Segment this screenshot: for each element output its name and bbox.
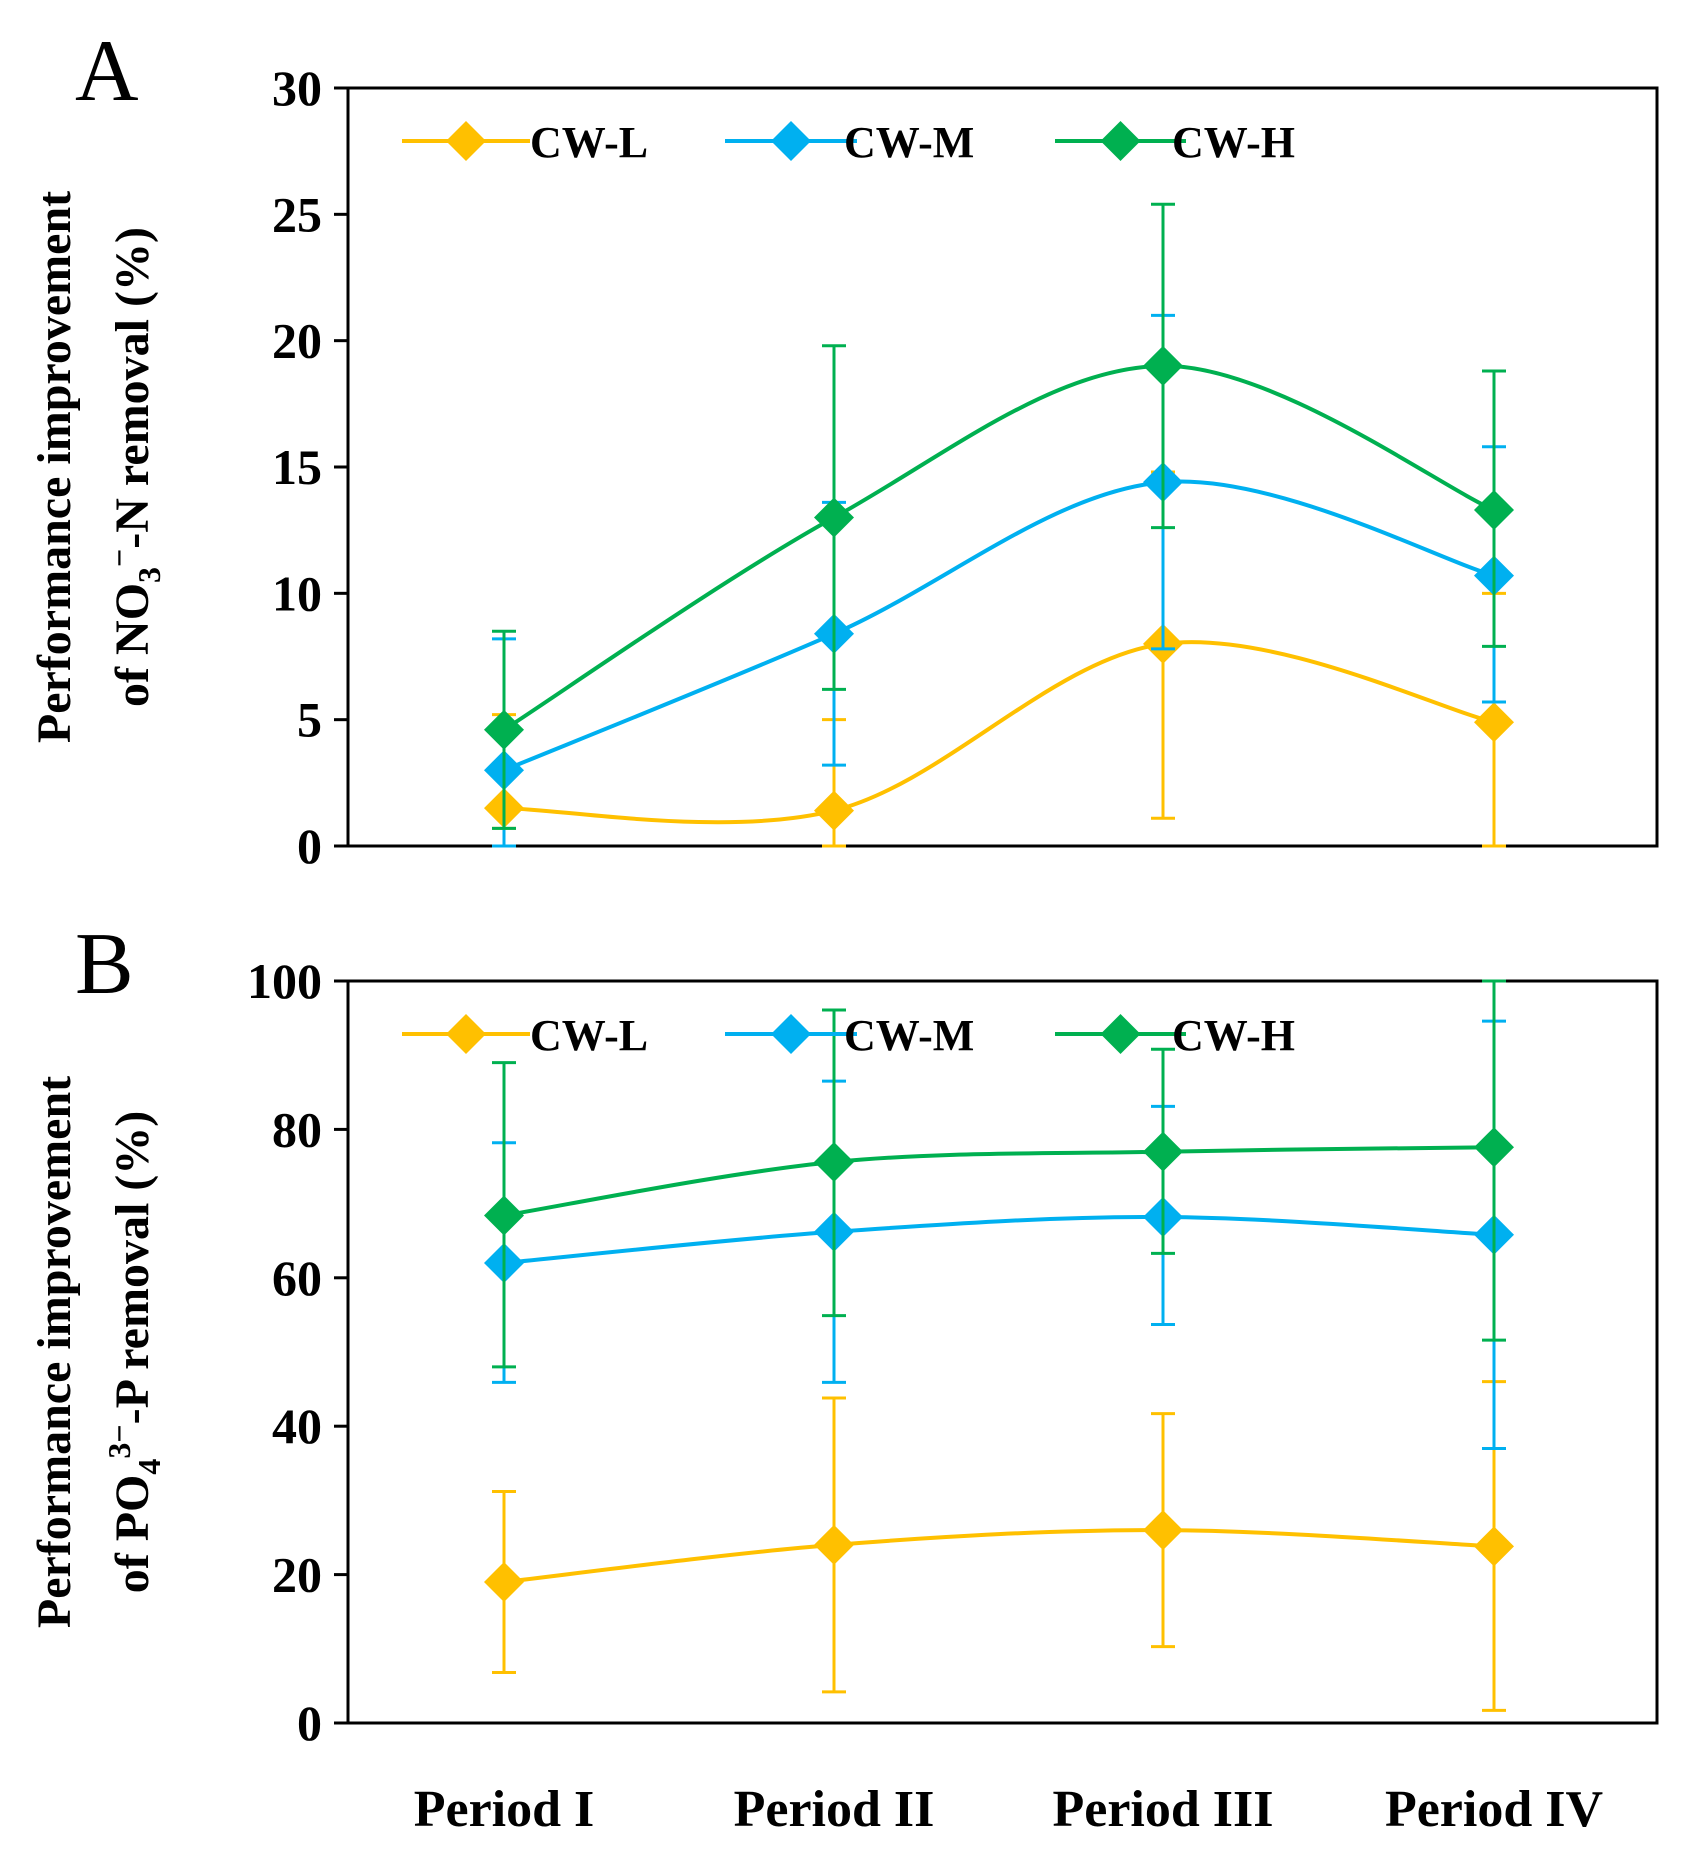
series-line [503,1214,1495,1265]
legend-item-cw-m: CW-M [725,118,974,167]
data-point-marker [1474,1526,1514,1567]
y-tick-label: 0 [297,818,322,874]
legend-label: CW-H [1172,1011,1295,1060]
x-tick-label: Period I [414,1781,595,1838]
y-axis-title-subscript: 3 [131,567,167,583]
y-axis-title-line2: of PO43−-P removal (%) [101,1111,167,1594]
y-tick-label: 15 [272,439,322,495]
legend-swatch-marker [1100,1014,1141,1054]
x-tick-label: Period III [1053,1781,1274,1838]
data-point-marker [1143,1510,1183,1551]
series-cw-h [484,202,1514,830]
y-tick-label: 5 [297,692,322,748]
series-cw-l [484,1380,1514,1712]
data-point-marker [1143,345,1183,386]
x-tick-label: Period IV [1385,1781,1603,1838]
panel-label: A [75,23,139,120]
series-cw-h [484,979,1514,1369]
legend-label: CW-L [530,1011,648,1060]
legend-label: CW-H [1172,118,1295,167]
y-tick-label: 30 [272,60,322,116]
series-cw-l [484,470,1514,848]
y-tick-label: 20 [272,313,322,369]
data-point-marker [1474,489,1514,530]
legend: CW-L CW-M CW-H [402,118,1295,167]
plot-frame [346,86,1659,848]
data-point-marker [1474,1127,1514,1168]
series-cw-m [484,313,1514,848]
y-tick-label: 20 [272,1547,322,1603]
y-tick-label: 0 [297,1695,322,1751]
legend-item-cw-m: CW-M [725,1011,974,1060]
series-cw-m [484,1019,1514,1450]
series-line [503,1528,1495,1585]
legend-swatch-marker [1100,121,1141,161]
y-tick-label: 25 [272,186,322,242]
data-point-marker [484,1562,524,1603]
y-axis-title-line2: of NO3−-N removal (%) [101,227,167,707]
y-axis-title-prefix: of NO [106,583,159,707]
y-axis-title-line1: Performance improvement [28,1076,81,1628]
legend-label: CW-M [844,118,974,167]
legend-label: CW-L [530,118,648,167]
x-axis-labels: Period I Period II Period III Period IV [414,1781,1603,1838]
legend-item-cw-h: CW-H [1055,118,1295,167]
y-axis-title-line1: Performance improvement [28,191,81,743]
legend-label: CW-M [844,1011,974,1060]
data-point-marker [1143,1131,1183,1172]
x-tick-label: Period II [734,1781,935,1838]
series-line [503,479,1495,773]
y-tick-label: 100 [247,953,322,1009]
data-point-marker [1474,702,1514,743]
data-point-marker [814,790,854,831]
chart-panel-a: A 0 5 10 15 20 25 30 Performance improvement of N… [28,23,1659,874]
y-axis-title-subscript: 4 [131,1459,167,1475]
y-tick-label: 10 [272,565,322,621]
series-line [502,363,1495,732]
legend-swatch-marker [771,1014,811,1054]
legend-swatch-marker [446,121,486,161]
legend-item-cw-l: CW-L [402,1011,648,1060]
y-axis-title-prefix: of PO [106,1475,159,1594]
data-point-marker [814,1524,854,1565]
chart-panel-b: B 0 20 40 60 80 100 Performance improvement of P… [28,916,1659,1751]
data-point-marker [484,709,524,750]
panel-label: B [75,916,134,1013]
series-line [503,1145,1495,1218]
y-axis-title-superscript: 3− [101,1424,137,1458]
y-tick-label: 60 [272,1250,322,1306]
plot-frame [346,979,1659,1725]
y-axis-title-suffix: -N removal (%) [106,227,159,549]
series-line [503,640,1495,825]
data-point-marker [814,497,854,538]
legend-item-cw-h: CW-H [1055,1011,1295,1060]
legend-swatch-marker [446,1014,486,1054]
y-tick-label: 40 [272,1398,322,1454]
legend: CW-L CW-M CW-H [402,1011,1295,1060]
legend-swatch-marker [771,121,811,161]
data-point-marker [484,1195,524,1236]
y-axis-title-superscript: − [101,549,137,567]
data-point-marker [814,1142,854,1183]
y-axis-title-suffix: -P removal (%) [106,1111,159,1425]
legend-item-cw-l: CW-L [402,118,648,167]
y-tick-label: 80 [272,1101,322,1157]
